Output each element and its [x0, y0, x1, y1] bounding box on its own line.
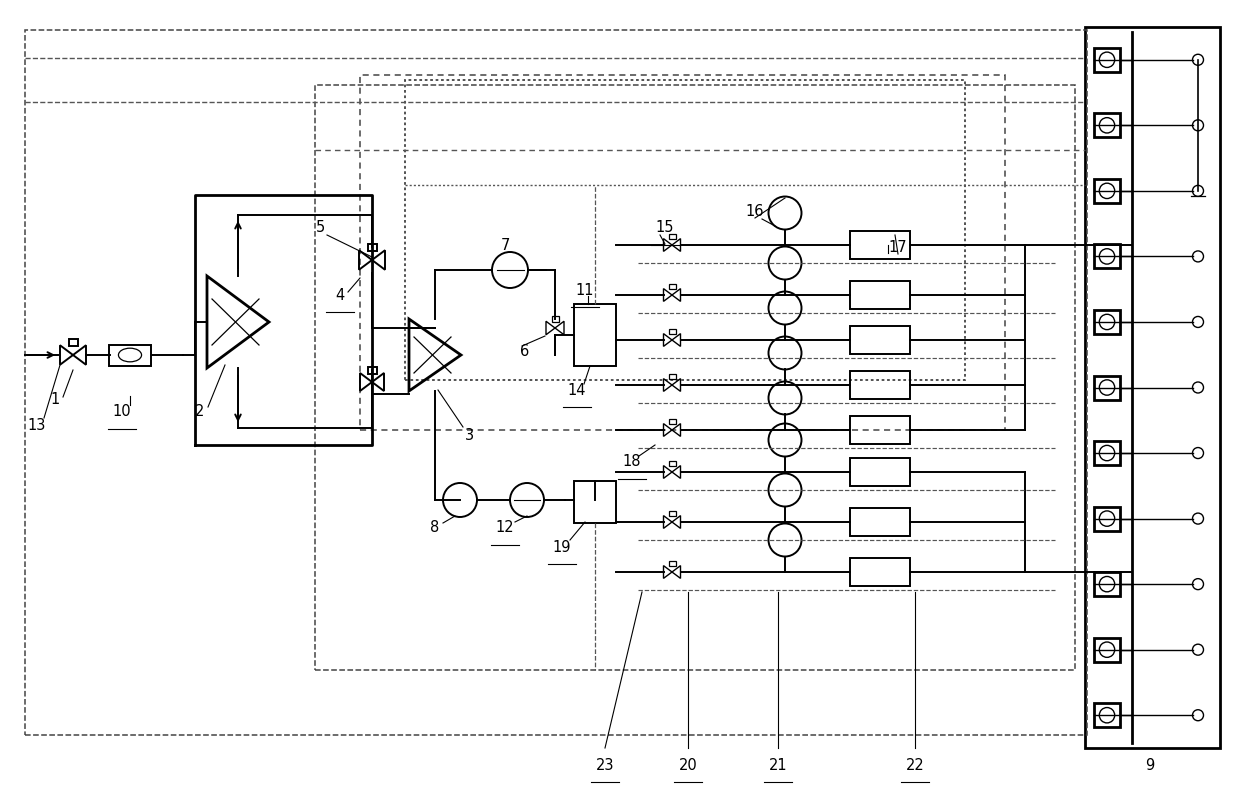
Text: 10: 10: [113, 405, 131, 419]
Text: 15: 15: [656, 221, 675, 235]
Bar: [1094, 245, 1120, 269]
Bar: [1094, 638, 1120, 662]
Bar: [849, 231, 910, 259]
Bar: [1094, 506, 1120, 530]
Text: 11: 11: [575, 282, 594, 298]
Bar: [367, 366, 377, 374]
Bar: [109, 345, 151, 366]
Text: 18: 18: [622, 454, 641, 470]
Text: 22: 22: [905, 758, 924, 773]
Bar: [668, 374, 676, 379]
Bar: [849, 458, 910, 486]
Text: 7: 7: [500, 238, 510, 253]
Bar: [405, 80, 965, 380]
Bar: [668, 329, 676, 334]
Text: 12: 12: [496, 521, 515, 535]
Text: 23: 23: [595, 758, 614, 773]
Bar: [574, 304, 616, 366]
Text: 19: 19: [553, 539, 572, 554]
Bar: [668, 510, 676, 516]
Text: 4: 4: [335, 287, 345, 302]
Bar: [1094, 375, 1120, 399]
Bar: [315, 85, 1075, 670]
Text: 20: 20: [678, 758, 697, 773]
Text: 17: 17: [889, 241, 908, 255]
Text: 13: 13: [27, 418, 46, 433]
Bar: [849, 371, 910, 399]
Bar: [668, 418, 676, 424]
Text: 14: 14: [568, 382, 587, 398]
Bar: [1094, 703, 1120, 727]
Text: 2: 2: [196, 405, 205, 419]
Bar: [668, 561, 676, 566]
Bar: [1094, 310, 1120, 334]
Bar: [849, 558, 910, 586]
Bar: [68, 339, 77, 346]
Bar: [1094, 441, 1120, 465]
Text: 9: 9: [1146, 758, 1154, 773]
Bar: [25, 30, 1087, 735]
Bar: [1085, 27, 1220, 748]
Bar: [1094, 114, 1120, 138]
Bar: [668, 461, 676, 466]
Bar: [668, 283, 676, 289]
Bar: [1094, 179, 1120, 203]
Bar: [574, 481, 616, 523]
Bar: [849, 508, 910, 536]
Bar: [360, 75, 1004, 430]
Text: 3: 3: [465, 427, 475, 442]
Bar: [1094, 572, 1120, 596]
Bar: [668, 234, 676, 239]
Text: 6: 6: [521, 345, 529, 359]
Text: 8: 8: [430, 521, 440, 535]
Bar: [1094, 48, 1120, 72]
Text: 1: 1: [51, 393, 60, 407]
Bar: [552, 316, 558, 322]
Bar: [849, 281, 910, 309]
Text: 16: 16: [745, 205, 764, 219]
Bar: [849, 416, 910, 444]
Bar: [849, 326, 910, 354]
Text: 5: 5: [315, 221, 325, 235]
Bar: [367, 244, 377, 251]
Text: 21: 21: [769, 758, 787, 773]
